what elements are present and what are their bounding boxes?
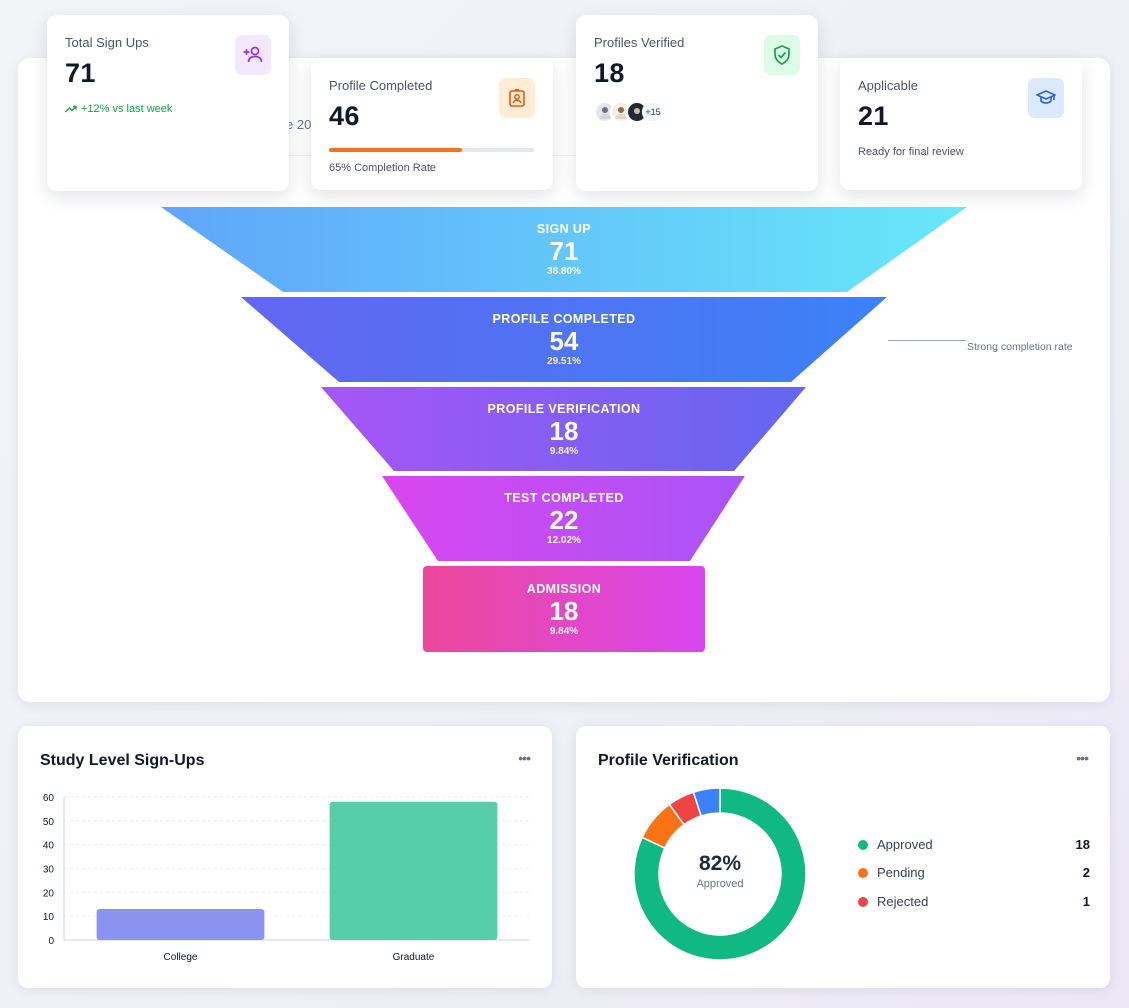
- stage-name: PROFILE COMPLETED: [492, 312, 636, 326]
- x-tick-label: College: [164, 952, 198, 963]
- trend-indicator: +12% vs last week: [65, 103, 271, 115]
- id-badge-icon: [499, 78, 535, 118]
- trend-text: +12% vs last week: [81, 103, 173, 115]
- bar-college: [96, 909, 265, 940]
- add-user-icon: [235, 35, 271, 75]
- completion-progress-bar: [329, 148, 534, 152]
- funnel-stage-profile-completed: PROFILE COMPLETED 54 29.51%: [414, 297, 714, 382]
- stat-label: Total Sign Ups: [65, 35, 149, 50]
- stage-value: 18: [549, 595, 579, 626]
- stat-value: 18: [594, 58, 625, 88]
- funnel-segment-sign-up[interactable]: [161, 207, 967, 292]
- donut-center: 82% Approved: [620, 852, 820, 890]
- stat-label: Profile Completed: [329, 78, 433, 93]
- stage-value: 71: [549, 236, 579, 266]
- donut-slice-approved: [633, 787, 807, 961]
- panel-title: Profile Verification: [598, 752, 739, 769]
- graduation-cap-icon: [1028, 78, 1064, 118]
- legend-count: 1: [1082, 894, 1090, 909]
- stage-name: SIGN UP: [536, 222, 592, 236]
- y-tick-label: 30: [43, 865, 55, 876]
- donut-center-value: 82%: [698, 852, 742, 875]
- more-options-icon[interactable]: •••: [1076, 750, 1089, 766]
- annotation-connector: [888, 340, 966, 341]
- funnel-segment-test-completed[interactable]: [382, 476, 745, 561]
- hidden-subtitle-fragment: e 20: [286, 117, 312, 132]
- funnel-stage-admission: ADMISSION 18 9.84%: [423, 566, 705, 652]
- funnel-segment-profile-verification[interactable]: [321, 387, 806, 471]
- profile-verification-panel: Profile Verification ••• 82% Approved Ap…: [576, 726, 1110, 988]
- stage-name: ADMISSION: [526, 581, 602, 596]
- stage-name: PROFILE VERIFICATION: [487, 401, 641, 416]
- stat-value: 71: [65, 58, 96, 88]
- more-options-icon[interactable]: •••: [518, 750, 531, 766]
- funnel-segment-profile-completed[interactable]: [241, 297, 887, 382]
- legend-count: 2: [1082, 865, 1090, 880]
- funnel-shapes: [161, 207, 967, 652]
- stage-percentage: 9.84%: [549, 445, 579, 457]
- stage-percentage: 38.80%: [547, 266, 581, 277]
- stage-percentage: 29.51%: [547, 356, 581, 367]
- legend-label: Approved: [877, 837, 933, 852]
- legend-item-approved[interactable]: Approved 18: [858, 837, 1090, 852]
- funnel-stage-test-completed: TEST COMPLETED 22 12.02%: [414, 476, 714, 561]
- legend-label: Rejected: [877, 894, 929, 909]
- progress-fill: [329, 148, 463, 152]
- total-signups-card[interactable]: Total Sign Ups 71 +12% vs last week: [47, 15, 289, 191]
- legend-dot: [858, 839, 868, 850]
- profiles-verified-card[interactable]: Profiles Verified 18 +15: [576, 15, 818, 191]
- funnel-segment-admission[interactable]: [423, 566, 705, 652]
- legend-count: 18: [1075, 837, 1090, 852]
- verification-donut-chart: [633, 787, 807, 961]
- legend-item-pending[interactable]: Pending 2: [858, 865, 1090, 880]
- stage-value: 54: [549, 326, 579, 356]
- stat-label: Profiles Verified: [594, 35, 685, 50]
- y-tick-label: 50: [43, 817, 55, 828]
- profile-completed-card[interactable]: Profile Completed 46 65% Completion Rate: [311, 58, 553, 190]
- stage-percentage: 9.84%: [549, 625, 579, 637]
- shield-check-icon: [764, 35, 800, 75]
- stat-value: 21: [858, 101, 889, 131]
- stage-value: 22: [549, 505, 579, 535]
- stat-label: Applicable: [858, 78, 918, 93]
- x-tick-label: Graduate: [393, 952, 435, 963]
- stat-value: 46: [329, 101, 360, 131]
- y-tick-label: 20: [43, 888, 55, 899]
- bar-graduate: [329, 801, 498, 940]
- legend-dot: [858, 867, 868, 878]
- study-level-panel: Study Level Sign-Ups ••• 0 10 20 30 40 50 60 Co…: [18, 726, 552, 988]
- verified-avatars: +15: [594, 101, 800, 123]
- funnel-annotation: Strong completion rate: [967, 341, 1073, 353]
- y-tick-label: 40: [43, 841, 55, 852]
- study-level-bar-chart: 0 10 20 30 40 50 60 College Graduate: [43, 793, 530, 963]
- funnel-stage-sign-up: SIGN UP 71 38.80%: [414, 207, 714, 292]
- panel-title: Study Level Sign-Ups: [40, 752, 205, 769]
- stage-value: 18: [549, 415, 579, 446]
- funnel-stage-profile-verification: PROFILE VERIFICATION 18 9.84%: [414, 387, 714, 471]
- legend-label: Pending: [877, 865, 925, 880]
- stat-subtitle: Ready for final review: [858, 146, 964, 158]
- y-tick-label: 0: [48, 936, 54, 947]
- stat-subtitle: 65% Completion Rate: [329, 162, 437, 174]
- y-tick-label: 10: [43, 912, 55, 923]
- donut-slice-other: [692, 787, 721, 817]
- stage-name: TEST COMPLETED: [504, 491, 624, 505]
- legend-item-rejected[interactable]: Rejected 1: [858, 894, 1090, 909]
- y-tick-label: 60: [43, 793, 55, 804]
- applicable-card[interactable]: Applicable 21 Ready for final review: [840, 58, 1082, 190]
- trending-up-icon: [65, 105, 77, 113]
- donut-center-label: Approved: [696, 878, 744, 890]
- legend-dot: [858, 896, 868, 907]
- stage-percentage: 12.02%: [547, 535, 581, 546]
- avatar-overflow-count: +15: [642, 101, 664, 123]
